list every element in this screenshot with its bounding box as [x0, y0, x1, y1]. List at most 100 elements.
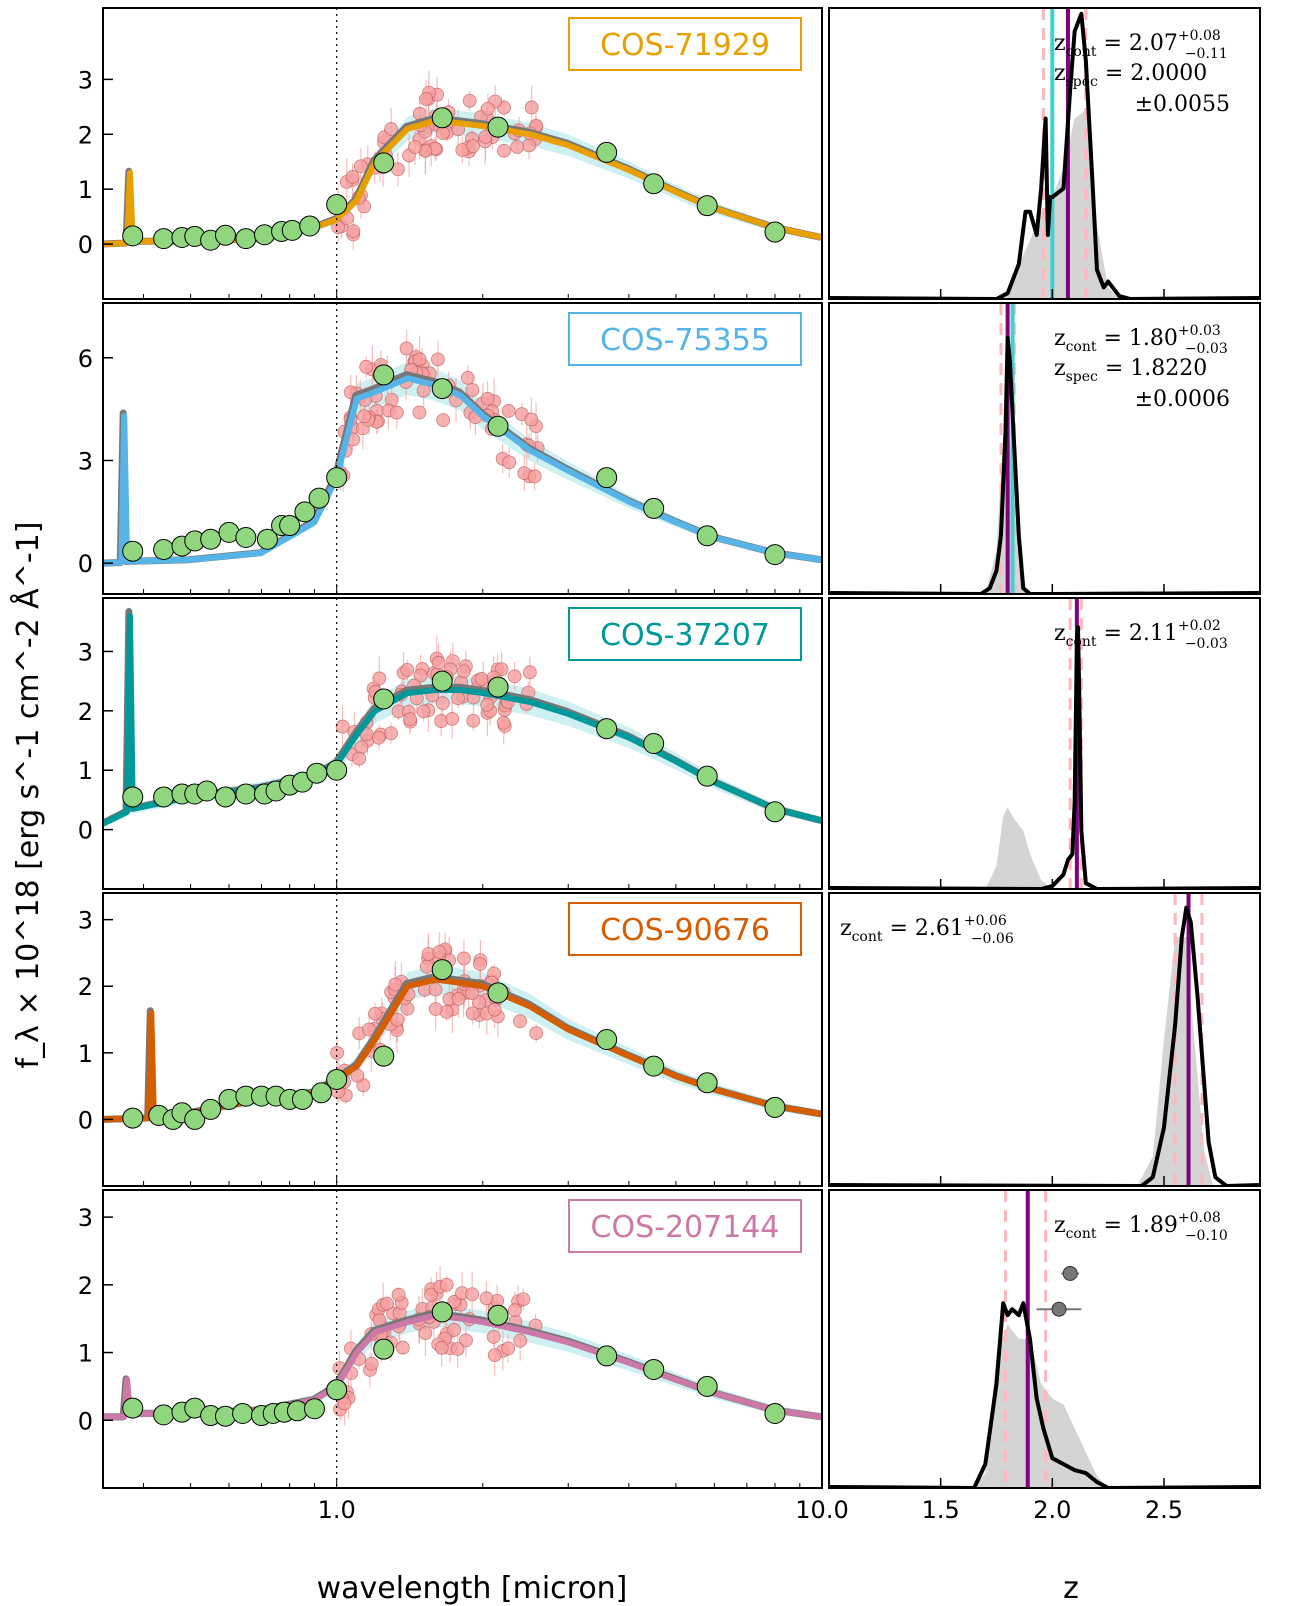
spectrum-point: [335, 719, 350, 734]
spectrum-point: [466, 713, 481, 728]
spectrum-point: [474, 672, 489, 686]
spectrum-point: [412, 352, 427, 367]
zcont-text: zcont = 1.80+0.03 −0.03: [1054, 323, 1228, 357]
spectrum-point: [480, 101, 495, 116]
spectrum-point: [416, 704, 431, 719]
spectrum-point: [330, 1046, 345, 1060]
model-line: [103, 612, 822, 827]
spectrum-point: [480, 391, 495, 406]
photometry-point: [373, 688, 395, 710]
spectrum-point: [379, 1296, 394, 1311]
photometry-points: [122, 1301, 786, 1427]
spectrum-point: [419, 92, 433, 106]
object-name: COS-75355: [600, 323, 770, 358]
model-uncertainty-band: [103, 107, 822, 247]
zspec-error: ±0.0006: [1135, 387, 1230, 412]
photometry-point: [487, 415, 509, 437]
zspec-text: zspec = 2.0000: [1054, 61, 1207, 90]
zcont-value: = 2.11: [1097, 621, 1178, 646]
photometry-point: [214, 786, 236, 808]
photometry-point: [281, 219, 303, 241]
model-uncertainty-band: [103, 1303, 822, 1421]
pz-pdf-line: [829, 11, 1260, 299]
photometry-point: [643, 497, 665, 519]
photometry-points: [122, 670, 786, 823]
spectrum-point: [466, 139, 480, 153]
pz-shaded-distribution: [974, 1324, 1109, 1488]
y-tick-label: 2: [78, 698, 93, 726]
pz-shaded-distribution: [1003, 109, 1120, 299]
object-name: COS-37207: [600, 618, 770, 653]
zcont-text: zcont = 2.07+0.08 −0.11: [1054, 28, 1228, 62]
spectrum-point: [460, 370, 475, 385]
zcont-value: = 1.80: [1097, 326, 1178, 351]
photometry-point: [487, 676, 509, 698]
spectrum-point: [487, 1002, 502, 1017]
sed-x-tick-label: 1.0: [318, 1496, 356, 1524]
photometry-point: [200, 1098, 222, 1120]
spectrum-point: [456, 664, 471, 679]
spectrum-point: [522, 665, 537, 680]
object-name-box: [568, 902, 802, 956]
spectrum-points: [330, 932, 544, 1104]
gray-model-line: [103, 114, 822, 248]
zcont-subscript: cont: [852, 929, 883, 945]
zcont-lo: −0.06: [971, 931, 1014, 947]
photometry-point: [431, 107, 453, 129]
zcont-value: = 2.07: [1097, 31, 1178, 56]
sed-frame: [102, 1189, 823, 1489]
y-tick-label: 2: [78, 1272, 93, 1300]
photometry-point: [487, 982, 509, 1004]
zcont-lo: −0.03: [1185, 341, 1228, 357]
photometry-point: [643, 1055, 665, 1077]
photometry-point: [153, 786, 175, 808]
photometry-point: [596, 1029, 618, 1050]
spectrum-point: [524, 412, 539, 427]
spectrum-point: [480, 697, 495, 712]
spectrum-point: [428, 1002, 443, 1016]
spectrum-point: [424, 1287, 438, 1302]
spectrum-point: [513, 1333, 528, 1348]
photometry-point: [153, 1404, 175, 1426]
object-name-box: [568, 1199, 802, 1253]
sed-plot-cos-90676: [103, 893, 822, 1186]
spectrum-point: [345, 170, 360, 184]
spectrum-point: [510, 140, 525, 154]
photometry-points: [122, 364, 786, 566]
model-uncertainty-band: [103, 598, 822, 828]
spectrum-point: [473, 957, 487, 971]
photometry-point: [153, 228, 175, 250]
zcont-subscript: cont: [1066, 1226, 1097, 1242]
pz-x-tick-label: 2.0: [1033, 1496, 1071, 1524]
pz-frame: [828, 892, 1261, 1187]
zcont-up: +0.08: [1178, 28, 1221, 44]
zcont-lo: −0.10: [1185, 1228, 1228, 1244]
zcont-lo: −0.03: [1185, 636, 1228, 652]
photometry-point: [596, 141, 618, 163]
spectrum-point: [501, 1341, 516, 1356]
spectrum-point: [384, 726, 398, 741]
photometry-point: [487, 116, 509, 138]
photometry-points: [122, 959, 786, 1130]
spectrum-point: [389, 405, 404, 420]
pz-pdf-line: [829, 335, 1260, 594]
spectrum-point: [478, 129, 493, 144]
pz-plot-cos-37207: [829, 598, 1260, 889]
extra-point: [1062, 1265, 1078, 1281]
spectrum-point: [399, 341, 414, 356]
photometry-point: [200, 528, 222, 550]
y-tick-label: 6: [78, 345, 93, 373]
pz-plot-cos-207144: [829, 1190, 1260, 1488]
y-tick-label: 1: [78, 1340, 93, 1368]
photometry-point: [326, 194, 348, 216]
y-tick-label: 0: [78, 1407, 93, 1435]
photometry-point: [643, 173, 665, 195]
sed-plot-cos-71929: [103, 8, 822, 299]
y-tick-label: 1: [78, 757, 93, 785]
spectrum-point: [352, 751, 367, 766]
pz-frame: [828, 1189, 1261, 1489]
photometry-point: [122, 225, 144, 247]
